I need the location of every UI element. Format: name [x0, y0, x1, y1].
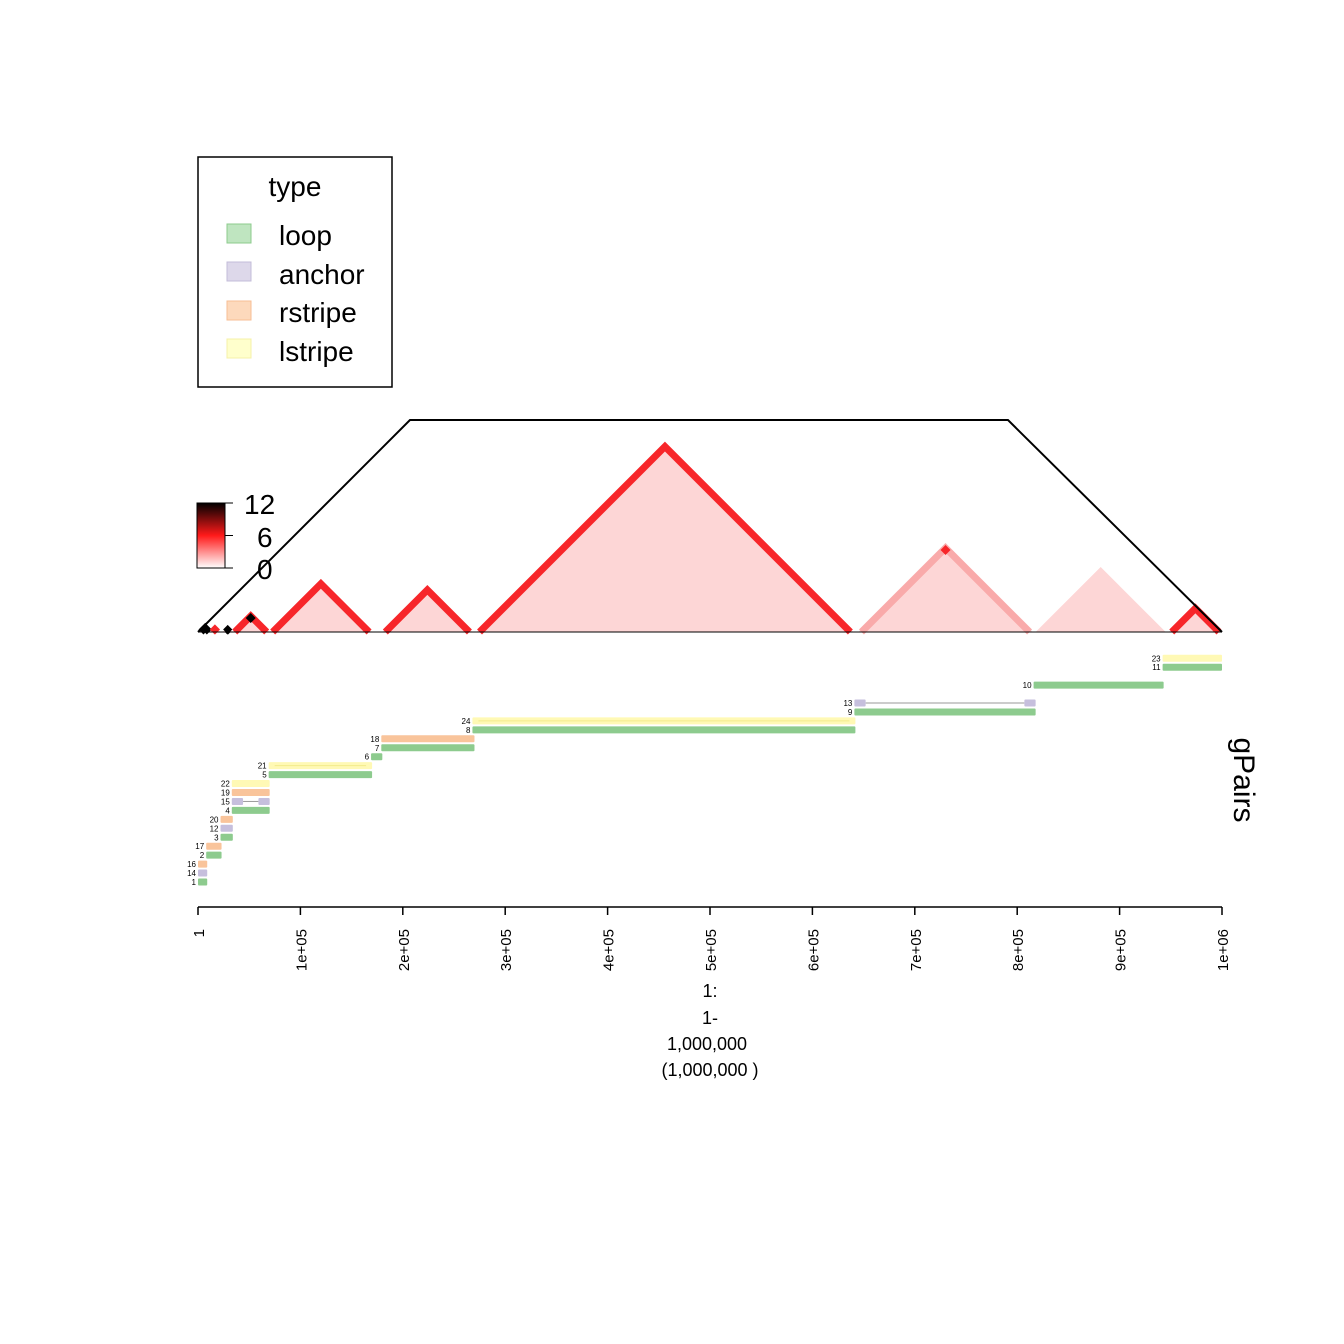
track-label: gPairs — [1227, 737, 1260, 822]
pair-id-label: 5 — [262, 771, 267, 780]
x-axis-tick-label: 3e+05 — [498, 929, 515, 971]
x-axis: 1 1e+05 2e+05 3e+05 4e+05 5e+05 6e+05 7e+05 8e+0… — [191, 906, 1232, 971]
pair-bar — [268, 771, 373, 779]
pair-bar — [381, 744, 475, 752]
heatmap-domain — [269, 580, 373, 632]
color-scale: 12 6 0 — [196, 489, 275, 585]
heatmap-domain-edge — [1169, 603, 1222, 635]
pair-id-label: 19 — [221, 789, 230, 798]
heatmap-track — [197, 419, 1223, 635]
pair-bar — [198, 878, 208, 886]
pair-anchor-left — [854, 699, 866, 707]
pair-bar — [206, 851, 222, 859]
legend-swatch-loop — [226, 223, 252, 244]
pair-id-label: 12 — [210, 824, 219, 833]
pair-id-label: 17 — [195, 842, 204, 851]
x-axis-title-line: 1- — [702, 1008, 718, 1028]
pair-id-label: 14 — [187, 869, 196, 878]
pair-bar — [1162, 654, 1222, 662]
legend: type loop anchor rstripe lstripe — [197, 156, 393, 388]
x-axis-tick-label: 2e+05 — [396, 929, 413, 971]
pair-bar — [381, 735, 475, 743]
pair-bar — [220, 833, 233, 841]
pair-bar — [231, 780, 270, 788]
heatmap-peak — [245, 613, 256, 624]
pair-id-label: 18 — [370, 735, 379, 744]
legend-label-anchor: anchor — [279, 259, 365, 290]
x-axis-title-line: 1,000,000 — [667, 1034, 747, 1054]
pair-id-label: 1 — [192, 878, 197, 887]
pair-bar — [1162, 663, 1222, 671]
x-axis-tick-label: 1e+06 — [1215, 929, 1232, 971]
pair-id-label: 16 — [187, 860, 196, 869]
pair-id-label: 9 — [848, 708, 853, 717]
heatmap-domain-edge — [382, 584, 472, 635]
pair-id-label: 24 — [462, 717, 471, 726]
heatmap-domain-edge — [223, 624, 233, 635]
legend-label-rstripe: rstripe — [279, 297, 357, 328]
pair-id-label: 8 — [466, 726, 471, 735]
pair-bar — [198, 860, 208, 868]
legend-label-lstripe: lstripe — [279, 336, 354, 367]
pair-id-label: 13 — [843, 699, 852, 708]
pair-id-label: 20 — [210, 815, 219, 824]
pair-bar — [371, 753, 383, 761]
pair-id-label: 10 — [1023, 681, 1032, 690]
x-axis-title: 1: 1- 1,000,000 (1,000,000 ) — [661, 981, 758, 1080]
x-axis-tick-label: 6e+05 — [805, 929, 822, 971]
color-scale-tick-label: 12 — [244, 489, 275, 520]
heatmap-domain-edge — [477, 441, 853, 635]
pair-bar — [220, 815, 233, 823]
pair-anchor-left — [231, 797, 244, 805]
x-axis-tick-label: 7e+05 — [908, 929, 925, 971]
x-axis-tick-label: 1 — [191, 929, 208, 937]
legend-title: type — [269, 171, 322, 202]
heatmap-domain — [1035, 566, 1166, 632]
pair-id-label: 23 — [1152, 654, 1161, 663]
heatmap-peak — [940, 544, 951, 555]
pair-id-label: 2 — [200, 851, 205, 860]
heatmap-domain — [858, 544, 1033, 632]
legend-swatch-anchor — [226, 261, 252, 282]
pair-id-label: 6 — [365, 753, 370, 762]
pair-id-label: 11 — [1152, 663, 1161, 672]
x-axis-title-line: 1: — [702, 981, 717, 1001]
x-axis-tick-label: 5e+05 — [703, 929, 720, 971]
pair-id-label: 21 — [258, 762, 267, 771]
pair-id-label: 15 — [221, 797, 230, 806]
heatmap-domain-edge — [270, 578, 372, 635]
pair-id-label: 4 — [225, 806, 230, 815]
pair-bar — [1033, 681, 1164, 689]
legend-label-loop: loop — [279, 220, 332, 251]
pair-id-label: 22 — [221, 780, 230, 789]
pair-bar — [231, 806, 270, 814]
pair-id-label: 7 — [375, 744, 380, 753]
heatmap-outline — [197, 419, 1223, 633]
x-axis-title-line: (1,000,000 ) — [661, 1060, 758, 1080]
pair-anchor-right — [258, 797, 270, 805]
heatmap-domain — [476, 443, 854, 632]
pair-anchor-right — [1024, 699, 1036, 707]
x-axis-tick-label: 8e+05 — [1010, 929, 1027, 971]
pair-id-label: 3 — [214, 833, 219, 842]
heatmap-domain — [382, 586, 473, 632]
x-axis-tick-label: 4e+05 — [601, 929, 618, 971]
x-axis-tick-label: 1e+05 — [293, 929, 310, 971]
pair-bar — [198, 869, 208, 877]
heatmap-domain-edge — [198, 622, 212, 635]
pair-bar — [231, 789, 270, 796]
pair-bar — [220, 824, 233, 832]
legend-swatch-lstripe — [226, 338, 252, 359]
color-scale-bar — [196, 502, 226, 569]
pair-bar — [854, 708, 1036, 716]
x-axis-tick-label: 9e+05 — [1113, 929, 1130, 971]
pair-bar — [472, 726, 856, 734]
color-scale-tick-label: 6 — [257, 522, 273, 553]
pair-bar — [206, 842, 222, 850]
legend-swatch-rstripe — [226, 300, 252, 321]
heatmap-domain-edge — [209, 624, 221, 635]
